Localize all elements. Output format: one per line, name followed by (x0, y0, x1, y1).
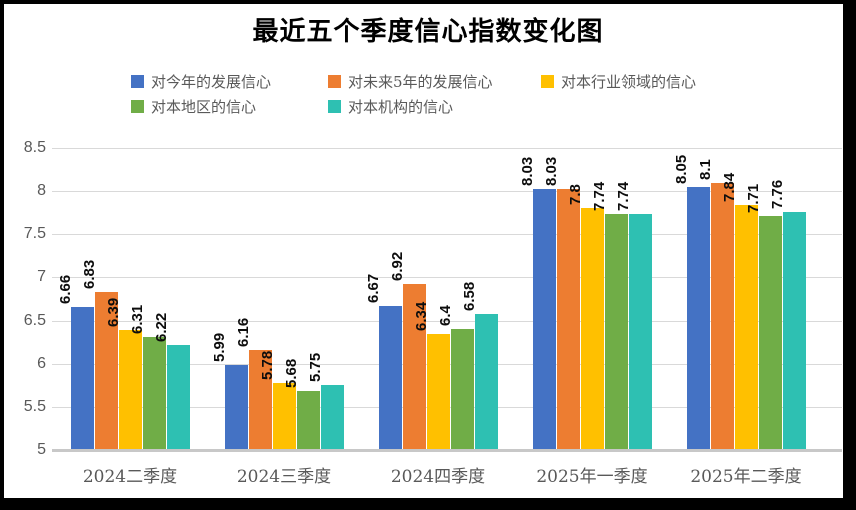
legend-label: 对未来5年的发展信心 (348, 72, 493, 91)
y-axis-tick-label: 8.5 (23, 139, 46, 156)
legend-swatch (131, 74, 144, 88)
legend-swatch (328, 99, 341, 113)
legend-swatch (328, 74, 341, 88)
legend-label: 对本行业领域的信心 (561, 72, 697, 91)
x-axis-line (52, 449, 842, 452)
x-axis-category-label: 2025年二季度 (690, 467, 802, 487)
bar (734, 204, 758, 449)
bar (166, 344, 190, 449)
legend-item: 对今年的发展信心 (131, 72, 272, 91)
bar (272, 382, 296, 449)
bar-value-label: 8.05 (673, 154, 690, 184)
y-axis-tick-label: 7 (37, 268, 46, 285)
bar (580, 208, 604, 449)
y-axis-tick-label: 8 (37, 182, 46, 199)
bar (94, 292, 118, 449)
y-axis-tick-label: 5 (37, 441, 46, 458)
bar-value-label: 6.92 (389, 252, 406, 282)
bar (248, 349, 272, 449)
bar (556, 188, 580, 449)
bar (604, 213, 628, 449)
bar-value-label: 8.03 (543, 156, 560, 186)
x-axis-category-label: 2024四季度 (390, 467, 486, 487)
legend-swatch (131, 99, 144, 113)
bar-value-label: 6.58 (461, 281, 478, 311)
bar (224, 364, 248, 449)
bar (378, 305, 402, 449)
bar-value-label: 7.74 (591, 181, 608, 211)
bar (70, 306, 94, 449)
bar (782, 211, 806, 449)
bar-value-label: 7.71 (745, 183, 762, 214)
bar (402, 284, 426, 449)
legend-item: 对本地区的信心 (131, 97, 257, 116)
bar-value-label: 6.34 (413, 302, 430, 332)
bar (118, 330, 142, 449)
bar-value-label: 6.22 (153, 312, 170, 342)
legend-item: 对本机构的信心 (328, 97, 454, 116)
bar (628, 213, 652, 449)
gridline (52, 191, 842, 192)
bar-value-label: 5.99 (211, 332, 228, 362)
legend-item: 对未来5年的发展信心 (328, 72, 493, 91)
legend-swatch (541, 74, 554, 88)
y-axis-tick-label: 6.5 (23, 312, 46, 329)
bar-value-label: 7.84 (721, 172, 738, 202)
gridline (52, 321, 842, 322)
bar-value-label: 6.83 (81, 259, 98, 290)
legend-label: 对本机构的信心 (348, 97, 454, 116)
bar-value-label: 6.39 (105, 297, 122, 328)
y-axis-tick-label: 7.5 (23, 225, 46, 242)
legend-item: 对本行业领域的信心 (541, 72, 697, 91)
y-axis-tick-label: 6 (37, 355, 46, 372)
bar (142, 336, 166, 449)
bar (320, 385, 344, 449)
x-axis-category-label: 2024二季度 (82, 467, 178, 487)
gridline (52, 234, 842, 235)
bar (686, 186, 710, 449)
bar (758, 216, 782, 449)
bar (296, 391, 320, 449)
y-axis-tick-label: 5.5 (23, 398, 46, 415)
bar (710, 182, 734, 449)
bar-value-label: 5.75 (307, 353, 324, 383)
gridline (52, 277, 842, 278)
bar-value-label: 8.1 (697, 158, 714, 180)
bar-value-label: 7.76 (769, 179, 786, 209)
bar-value-label: 6.31 (129, 304, 146, 334)
bar (426, 334, 450, 449)
bar-value-label: 6.16 (235, 317, 252, 347)
bar-value-label: 7.74 (615, 181, 632, 211)
bar-value-label: 6.4 (437, 305, 454, 327)
gridline (52, 148, 842, 149)
legend-label: 对今年的发展信心 (151, 72, 272, 91)
x-axis-category-label: 2024三季度 (236, 467, 332, 487)
chart-title: 最近五个季度信心指数变化图 (252, 17, 604, 47)
bar-value-label: 5.78 (259, 350, 276, 380)
bar-value-label: 8.03 (519, 156, 536, 186)
bar (532, 188, 556, 449)
bar-value-label: 6.67 (365, 273, 382, 303)
bar-value-label: 5.68 (283, 359, 300, 389)
legend-label: 对本地区的信心 (151, 97, 257, 116)
bar (474, 313, 498, 449)
x-axis-category-label: 2025年一季度 (536, 467, 648, 487)
bar-value-label: 7.8 (567, 184, 584, 206)
bar (450, 329, 474, 449)
bar-value-label: 6.66 (57, 274, 74, 304)
